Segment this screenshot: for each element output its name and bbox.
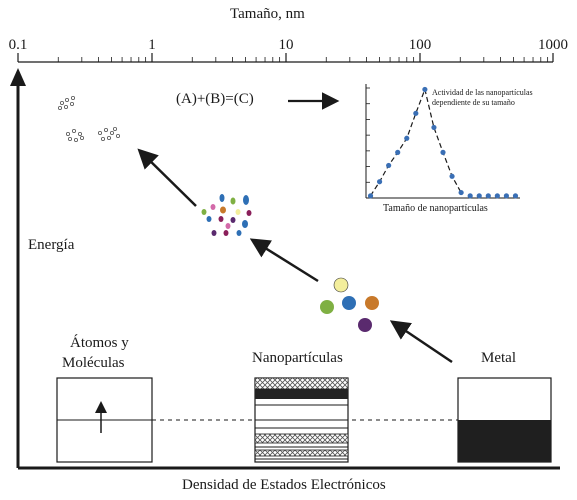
metal-label: Metal xyxy=(481,350,516,366)
nanoparticle-dot xyxy=(230,197,236,205)
inset-y-ticks xyxy=(366,87,370,199)
data-point xyxy=(386,162,392,169)
energy-axis-label: Energía xyxy=(28,237,75,253)
small-particle-cluster xyxy=(201,194,252,236)
arrow-cluster-to-nano xyxy=(249,238,319,283)
nanoparticle-dot xyxy=(223,230,229,236)
nanoparticle-dot xyxy=(206,216,212,222)
atom-dots xyxy=(58,96,121,142)
inset-title-line1: Actividad de las nanopartículas xyxy=(432,88,533,97)
filled-band xyxy=(458,420,551,462)
large-particle-cluster xyxy=(320,277,379,332)
equation-label: (A)+(B)=(C) xyxy=(176,91,254,107)
nanoparticle-dot xyxy=(246,210,252,216)
arrow-nano-to-atoms xyxy=(137,148,197,207)
data-point xyxy=(485,193,491,199)
data-point xyxy=(512,193,519,199)
particle xyxy=(320,300,334,314)
particle xyxy=(342,296,356,310)
tick-label: 10 xyxy=(279,37,294,53)
nanoparticle-dot xyxy=(236,230,242,236)
particle xyxy=(365,296,379,310)
data-point xyxy=(476,193,482,199)
top-axis-ticks: 0.1 1 10 100 1000 xyxy=(9,37,568,62)
tick-label: 1000 xyxy=(538,37,568,53)
data-point xyxy=(431,124,437,131)
tick-label: 0.1 xyxy=(9,37,28,53)
data-point xyxy=(367,193,374,199)
metal-box xyxy=(457,377,552,463)
arrow-metal-to-cluster xyxy=(389,320,453,364)
inset-trend-line xyxy=(369,87,462,197)
nanoparticle-dot xyxy=(225,223,231,229)
inset-chart xyxy=(365,84,520,199)
data-point xyxy=(494,193,500,199)
particle xyxy=(333,277,349,293)
particle xyxy=(358,318,372,332)
nanoparticle-dot xyxy=(220,206,226,214)
data-point xyxy=(395,149,401,155)
nanoparticle-dot xyxy=(242,220,248,228)
energy-axis xyxy=(10,68,26,468)
data-point xyxy=(449,173,455,179)
dos-axis-label: Densidad de Estados Electrónicos xyxy=(182,477,386,493)
data-point xyxy=(503,193,510,199)
nanoparticle-dot xyxy=(219,194,225,202)
nanoparticle-dot xyxy=(235,209,241,215)
data-point xyxy=(440,149,446,155)
data-point xyxy=(467,193,473,199)
nanoparticle-dot xyxy=(243,195,249,205)
tick-label: 100 xyxy=(409,37,432,53)
inset-title-line2: dependiente de su tamaño xyxy=(432,98,515,107)
nanoparticle-dot xyxy=(230,217,236,223)
inset-x-label: Tamaño de nanopartículas xyxy=(383,203,488,214)
atoms-box xyxy=(56,377,153,463)
nanoparticle-dot xyxy=(218,216,224,222)
atoms-label-line2: Moléculas xyxy=(62,355,125,371)
data-point xyxy=(413,110,419,116)
data-point xyxy=(422,86,428,93)
data-point xyxy=(404,135,410,141)
atoms-label-line1: Átomos y xyxy=(70,335,129,351)
tick-label: 1 xyxy=(148,37,156,53)
nanoparticle-dot xyxy=(211,230,217,236)
energy-axis-arrow xyxy=(10,68,26,86)
nanoparticles-label: Nanopartículas xyxy=(252,350,343,366)
nanoparticles-box xyxy=(254,377,349,463)
top-axis: 0.1 1 10 100 1000 xyxy=(9,37,568,63)
nanoparticle-dot xyxy=(210,204,216,210)
inset-points xyxy=(367,86,519,199)
nanoparticle-dot xyxy=(201,209,207,215)
top-axis-title: Tamaño, nm xyxy=(230,6,305,22)
data-point xyxy=(376,179,383,185)
data-point xyxy=(458,189,464,196)
